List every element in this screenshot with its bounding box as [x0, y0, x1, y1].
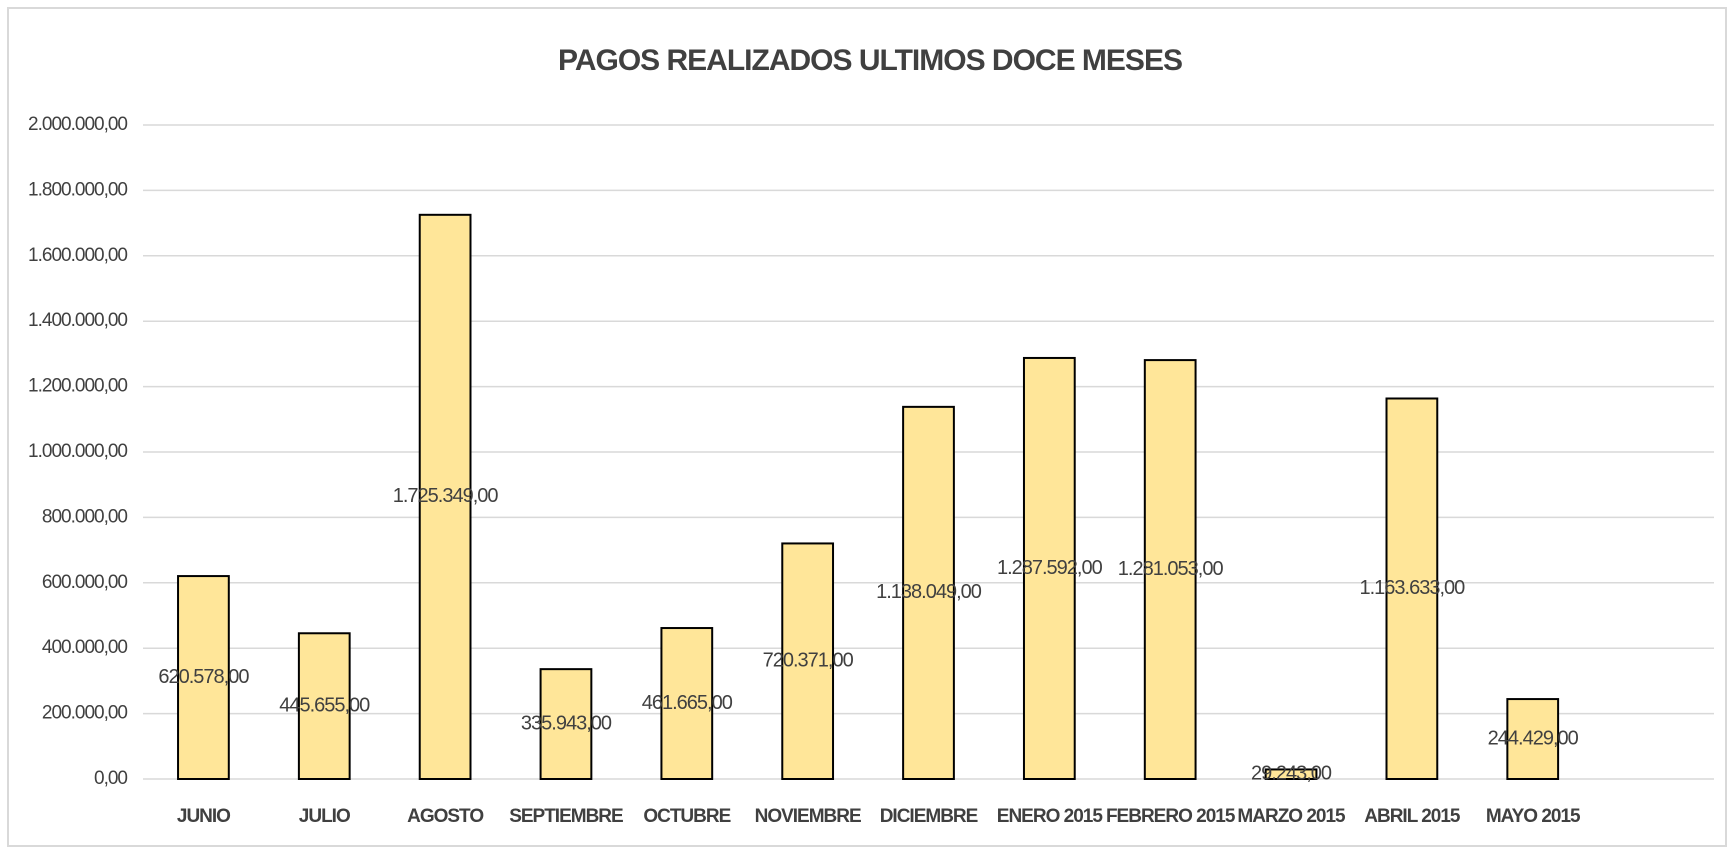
data-label: 445.655,00 [279, 694, 370, 716]
y-tick-label: 800.000,00 [42, 506, 128, 527]
y-tick-label: 1.600.000,00 [28, 245, 127, 266]
bar [660, 627, 714, 780]
chart-title: PAGOS REALIZADOS ULTIMOS DOCE MESES [558, 44, 1182, 77]
data-label: 720.371,00 [763, 650, 854, 672]
x-tick-label: MAYO 2015 [1486, 806, 1581, 827]
bar [1143, 359, 1197, 780]
bar [177, 575, 230, 780]
data-label: 1.138.049,00 [876, 581, 982, 603]
x-tick-label: JUNIO [177, 806, 230, 827]
bar [902, 405, 955, 780]
bar [1385, 397, 1439, 780]
data-label: 1.287.592,00 [997, 557, 1103, 579]
data-label: 29.243,00 [1251, 763, 1332, 785]
data-label: 461.665,00 [642, 692, 733, 714]
y-tick-label: 1.400.000,00 [28, 310, 127, 331]
x-tick-label: AGOSTO [407, 806, 483, 827]
x-tick-label: NOVIEMBRE [755, 806, 861, 827]
y-tick-label: 200.000,00 [42, 703, 128, 724]
bar [539, 668, 593, 781]
bar [781, 542, 835, 780]
x-tick-label: MARZO 2015 [1237, 806, 1346, 827]
data-label: 1.725.349,00 [393, 485, 499, 507]
bar [1506, 698, 1560, 780]
y-tick-label: 400.000,00 [42, 637, 128, 658]
y-tick-label: 1.800.000,00 [28, 179, 127, 200]
data-label: 244.429,00 [1488, 727, 1579, 749]
bar [1264, 768, 1318, 781]
y-tick-label: 600.000,00 [42, 572, 128, 593]
data-label: 335.943,00 [521, 712, 612, 734]
data-label: 1.281.053,00 [1118, 558, 1224, 580]
x-tick-label: ABRIL 2015 [1364, 806, 1461, 827]
y-tick-label: 1.200.000,00 [28, 376, 127, 397]
x-tick-label: DICIEMBRE [880, 806, 978, 827]
x-tick-label: OCTUBRE [643, 806, 730, 827]
chart-frame [7, 7, 1727, 847]
x-tick-label: FEBRERO 2015 [1106, 806, 1236, 827]
x-tick-label: ENERO 2015 [997, 806, 1104, 827]
y-tick-label: 1.000.000,00 [28, 441, 127, 462]
bar [297, 632, 351, 780]
bar [1022, 356, 1076, 780]
x-tick-label: SEPTIEMBRE [509, 806, 623, 827]
bar [418, 213, 472, 781]
data-label: 1.163.633,00 [1359, 577, 1465, 599]
data-label: 620.578,00 [158, 666, 249, 688]
y-tick-label: 0,00 [94, 768, 127, 789]
x-tick-label: JULIO [299, 806, 350, 827]
y-tick-label: 2.000.000,00 [28, 114, 127, 135]
